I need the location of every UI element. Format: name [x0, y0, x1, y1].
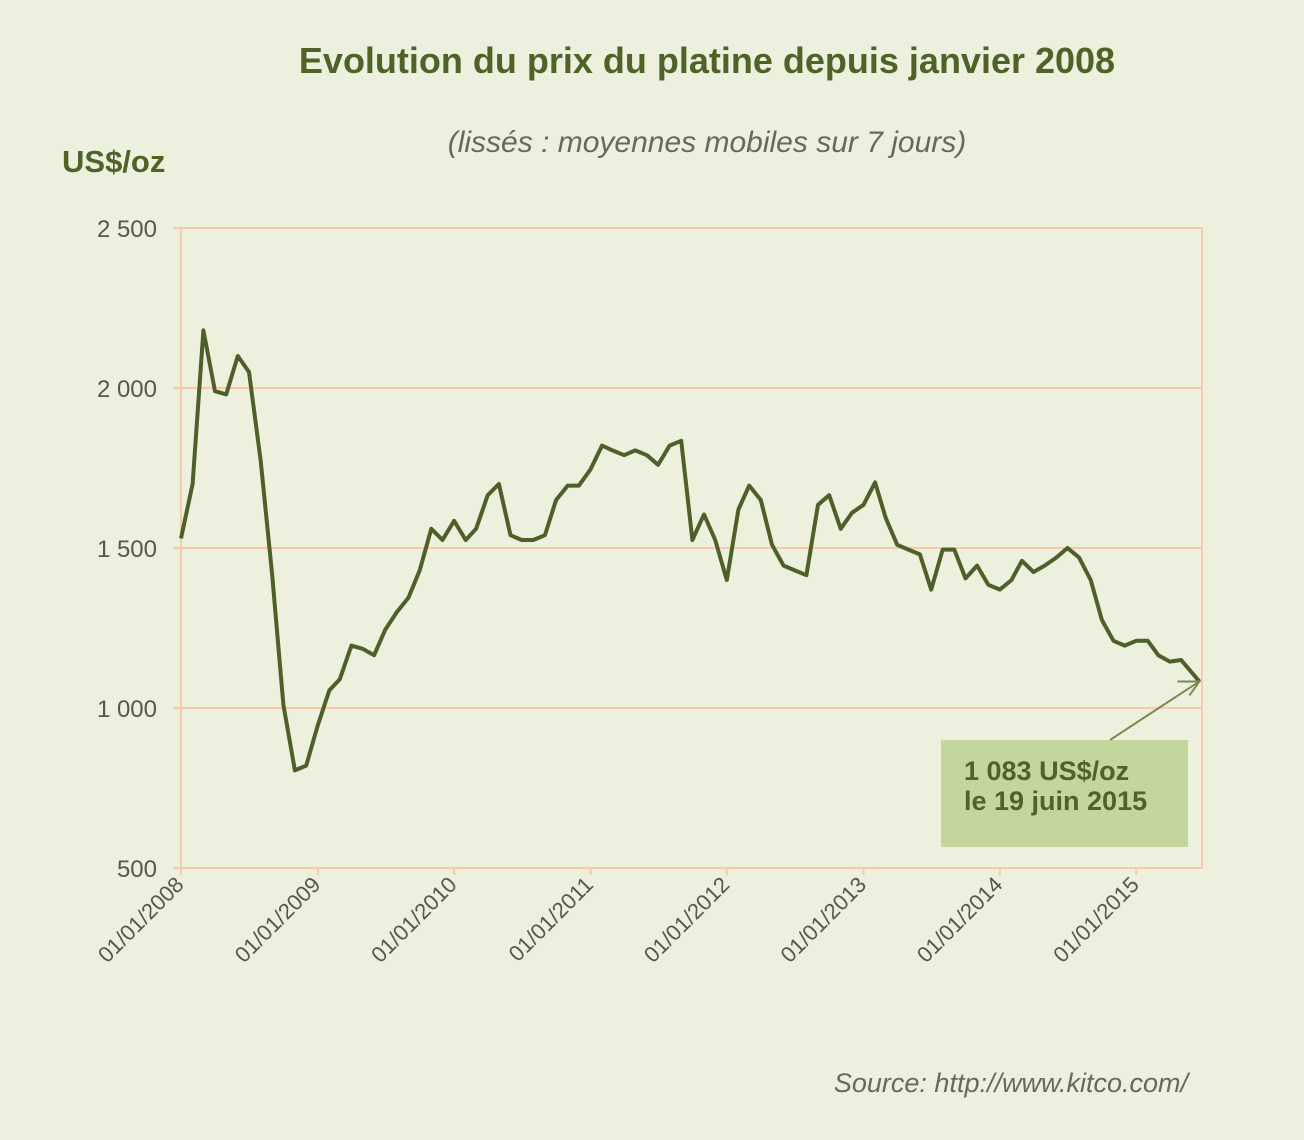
y-tick-label: 2 000: [97, 376, 157, 403]
x-tick-label: 01/01/2009: [230, 872, 326, 968]
annotation-value: 1 083 US$/oz: [964, 756, 1129, 786]
x-tick-label: 01/01/2008: [93, 872, 189, 968]
chart-subtitle: (lissés : moyennes mobiles sur 7 jours): [447, 126, 967, 159]
y-tick-label: 2 500: [97, 216, 157, 243]
x-tick-label: 01/01/2013: [776, 872, 872, 968]
y-tick-label: 1 500: [97, 536, 157, 563]
x-tick-label: 01/01/2014: [912, 872, 1008, 968]
x-tick-label: 01/01/2011: [504, 872, 598, 966]
x-tick-label: 01/01/2010: [366, 872, 462, 968]
price-line: [179, 328, 1201, 773]
x-tick-label: 01/01/2015: [1048, 872, 1144, 968]
annotation-box: [941, 740, 1188, 847]
source-note: Source: http://www.kitco.com/: [833, 1068, 1188, 1098]
y-tick-label: 1 000: [97, 696, 157, 723]
y-axis-label: US$/oz: [62, 144, 166, 179]
y-tick-label: 500: [117, 856, 157, 883]
chart-title: Evolution du prix du platine depuis janv…: [298, 40, 1116, 81]
x-tick-label: 01/01/2012: [639, 872, 735, 968]
annotation-date: le 19 juin 2015: [964, 786, 1147, 816]
annotation-arrow: [1109, 680, 1200, 741]
arrow-head-icon: [1177, 680, 1202, 697]
